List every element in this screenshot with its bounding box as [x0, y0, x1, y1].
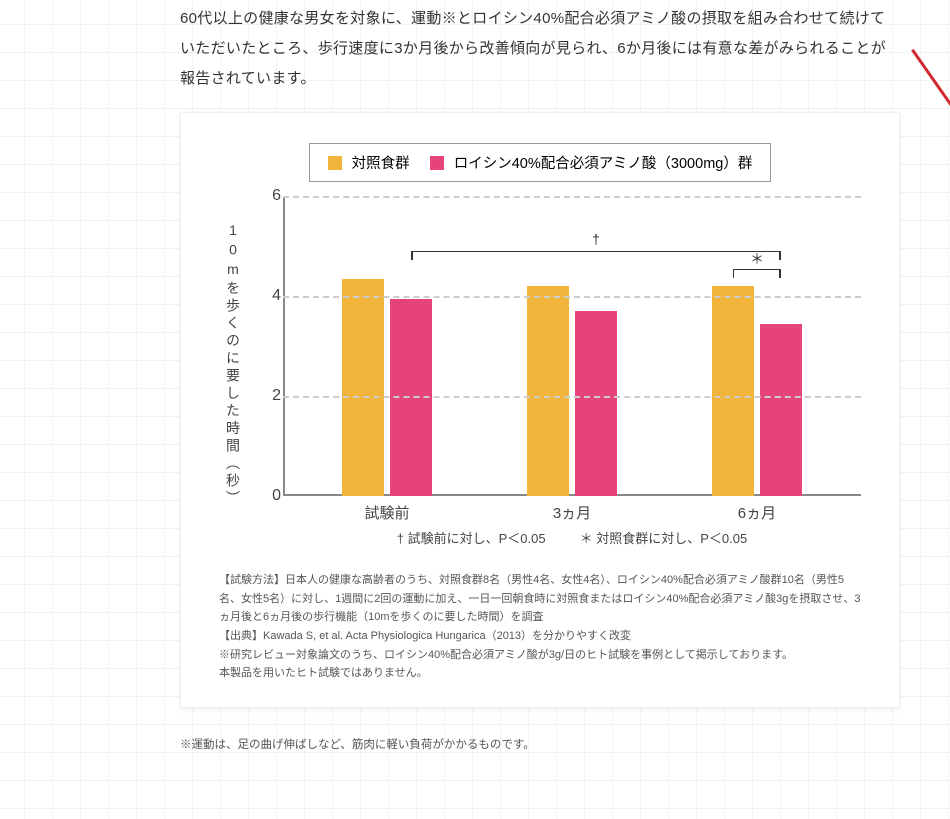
x-labels: 試験前 3ヵ月 6ヵ月 [283, 496, 861, 526]
sig-note-star: ＊ 対照食群に対し、P＜0.05 [580, 528, 748, 547]
sig-note-dagger: † 試験前に対し、P＜0.05 [397, 528, 546, 547]
legend-label-b: ロイシン40%配合必須アミノ酸（3000mg）群 [454, 156, 753, 172]
y-tick: 6 [243, 187, 281, 205]
y-tick: 4 [243, 287, 281, 305]
x-label: 6ヵ月 [738, 502, 776, 523]
significance-notes: † 試験前に対し、P＜0.05 ＊ 対照食群に対し、P＜0.05 [283, 528, 861, 547]
bar-series-b [760, 324, 802, 497]
intro-paragraph: 60代以上の健康な男女を対象に、運動※とロイシン40%配合必須アミノ酸の摂取を組… [180, 4, 900, 94]
x-label: 3ヵ月 [553, 502, 591, 523]
gridline [283, 396, 861, 398]
legend-swatch-a [328, 156, 342, 170]
legend-item-a: 対照食群 [328, 152, 410, 173]
annotation-dagger: † [592, 231, 600, 247]
bar-series-a [527, 286, 569, 496]
bar-series-a [342, 279, 384, 497]
legend: 対照食群 ロイシン40%配合必須アミノ酸（3000mg）群 [309, 143, 772, 182]
legend-label-a: 対照食群 [352, 156, 410, 172]
x-label: 試験前 [365, 502, 410, 523]
y-tick: 2 [243, 387, 281, 405]
method-line-4: 本製品を用いたヒト試験ではありません。 [219, 664, 861, 683]
chart-wrap: 10mを歩くのに要した時間（秒） †＊ 0246 試験前3ヵ月6ヵ月 † 試験前… [219, 196, 861, 547]
method-line-3: ※研究レビュー対象論文のうち、ロイシン40%配合必須アミノ酸が3g/日のヒト試験… [219, 646, 861, 665]
legend-item-b: ロイシン40%配合必須アミノ酸（3000mg）群 [430, 152, 753, 173]
annotation-star: ＊ [750, 249, 764, 269]
bars-layer: †＊ [283, 196, 861, 496]
footnote: ※運動は、足の曲げ伸ばしなど、筋肉に軽い負荷がかかるものです。 [180, 736, 900, 752]
content-area: 60代以上の健康な男女を対象に、運動※とロイシン40%配合必須アミノ酸の摂取を組… [0, 0, 950, 752]
bar-series-a [712, 286, 754, 496]
bar-group [342, 279, 432, 497]
bracket-star [733, 269, 781, 270]
method-line-2: 【出典】Kawada S, et al. Acta Physiologica H… [219, 627, 861, 646]
bar-group [527, 286, 617, 496]
bracket-dagger [411, 251, 781, 252]
plot-area: †＊ 0246 [243, 196, 861, 496]
gridline [283, 296, 861, 298]
y-axis-label: 10mを歩くのに要した時間（秒） [219, 196, 243, 547]
gridline [283, 196, 861, 198]
bar-series-b [575, 311, 617, 496]
y-tick: 0 [243, 487, 281, 505]
method-line-1: 【試験方法】日本人の健康な高齢者のうち、対照食群8名（男性4名、女性4名）、ロイ… [219, 571, 861, 627]
method-text: 【試験方法】日本人の健康な高齢者のうち、対照食群8名（男性4名、女性4名）、ロイ… [219, 571, 861, 683]
chart: †＊ 0246 試験前3ヵ月6ヵ月 † 試験前に対し、P＜0.05 ＊ 対照食群… [243, 196, 861, 547]
legend-swatch-b [430, 156, 444, 170]
chart-panel: 対照食群 ロイシン40%配合必須アミノ酸（3000mg）群 10mを歩くのに要し… [180, 112, 900, 708]
bar-group [712, 286, 802, 496]
